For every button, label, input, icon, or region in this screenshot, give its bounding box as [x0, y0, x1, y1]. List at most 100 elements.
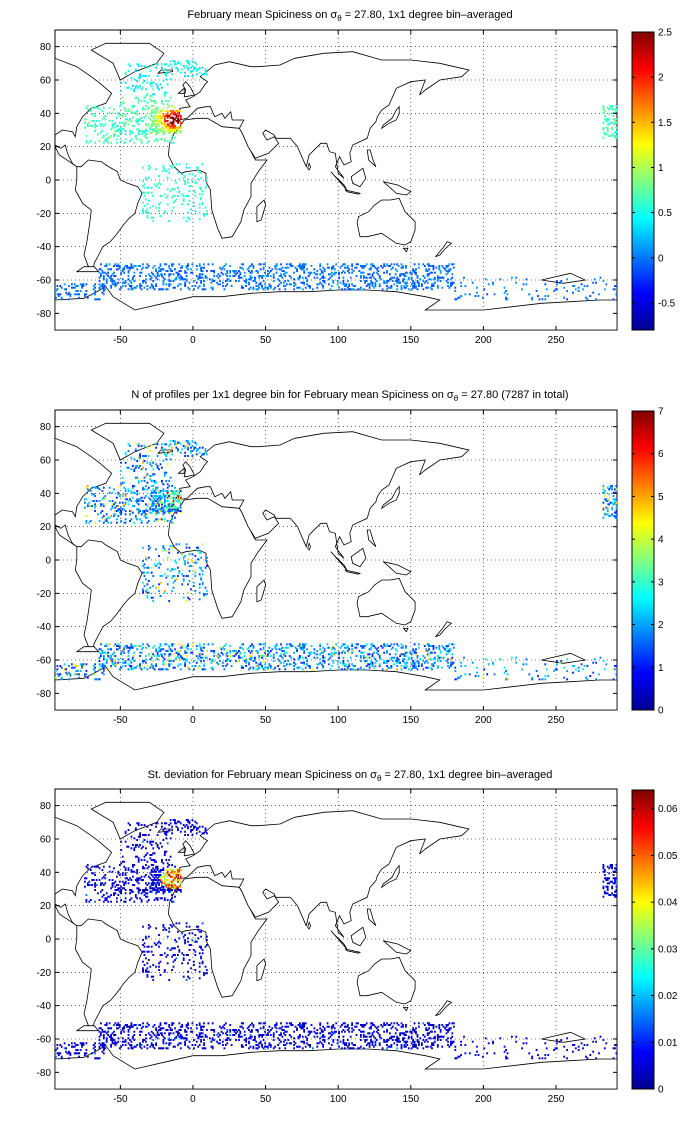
data-cell	[204, 451, 207, 454]
data-cell	[203, 663, 205, 666]
data-cell	[368, 665, 371, 668]
data-cell	[178, 558, 181, 561]
data-cell	[166, 520, 169, 523]
data-cell	[348, 663, 351, 666]
data-cell	[367, 653, 369, 656]
data-cell	[201, 270, 204, 273]
data-cell	[143, 575, 146, 578]
data-cell	[161, 110, 163, 113]
data-cell	[124, 897, 127, 900]
data-cell	[172, 586, 175, 589]
data-cell	[174, 441, 176, 444]
data-cell	[277, 285, 279, 288]
data-cell	[378, 663, 381, 666]
data-cell	[168, 450, 171, 453]
data-cell	[114, 880, 117, 883]
data-cell	[169, 190, 172, 193]
data-cell	[195, 63, 198, 66]
data-cell	[81, 283, 83, 286]
data-cell	[181, 827, 184, 830]
data-cell	[155, 133, 157, 136]
data-cell	[187, 440, 189, 443]
data-cell	[174, 111, 176, 114]
data-cell	[162, 110, 165, 113]
data-cell	[124, 71, 127, 74]
data-cell	[101, 869, 104, 872]
data-cell	[114, 283, 117, 286]
data-cell	[281, 656, 284, 659]
data-cell	[293, 665, 295, 668]
data-cell	[166, 583, 169, 586]
data-cell	[145, 468, 147, 471]
data-cell	[159, 183, 162, 186]
data-cell	[153, 852, 156, 855]
data-cell	[285, 646, 288, 649]
data-cell	[201, 190, 204, 193]
data-cell	[137, 131, 140, 134]
data-cell	[158, 116, 160, 119]
data-cell	[268, 266, 271, 269]
data-cell	[145, 882, 147, 885]
data-cell	[88, 884, 91, 887]
data-cell	[142, 546, 144, 549]
data-cell	[149, 885, 152, 888]
data-cell	[213, 271, 216, 274]
data-cell	[91, 500, 94, 503]
data-cell	[267, 666, 269, 669]
data-cell	[118, 105, 121, 108]
data-cell	[171, 882, 173, 885]
data-cell	[84, 295, 86, 298]
data-cell	[229, 645, 232, 648]
data-cell	[391, 276, 394, 279]
coastline	[75, 646, 100, 653]
data-cell	[563, 286, 566, 289]
data-cell	[429, 286, 432, 289]
data-cell	[612, 668, 615, 671]
data-cell	[451, 661, 454, 664]
data-cell	[110, 285, 112, 288]
data-cell	[436, 660, 439, 663]
data-cell	[309, 666, 311, 669]
data-cell	[102, 286, 105, 289]
data-cell	[110, 665, 112, 668]
data-cell	[150, 840, 153, 843]
data-cell	[188, 932, 191, 935]
data-cell	[239, 651, 242, 654]
colorbar-tick-label: 3	[658, 577, 664, 588]
data-cell	[413, 643, 416, 646]
coastline	[182, 840, 196, 857]
data-cell	[91, 120, 94, 123]
data-cell	[278, 288, 281, 291]
data-cell	[203, 283, 205, 286]
data-cell	[152, 847, 155, 850]
data-cell	[142, 210, 144, 213]
data-cell	[124, 880, 127, 883]
data-cell	[284, 660, 287, 663]
data-cell	[133, 849, 136, 852]
data-cell	[159, 645, 162, 648]
data-cell	[159, 879, 162, 882]
data-cell	[146, 895, 149, 898]
data-cell	[152, 205, 155, 208]
data-cell	[191, 643, 194, 646]
data-cell	[410, 651, 413, 654]
data-cell	[163, 653, 166, 656]
data-cell	[230, 285, 233, 288]
data-cell	[142, 845, 144, 848]
data-cell	[278, 655, 281, 658]
data-cell	[272, 653, 275, 656]
data-cell	[191, 65, 194, 68]
data-cell	[150, 491, 153, 494]
data-cell	[450, 663, 452, 666]
data-cell	[153, 889, 156, 892]
data-cell	[198, 825, 201, 828]
data-cell	[166, 650, 169, 653]
data-cell	[439, 270, 442, 273]
data-cell	[102, 283, 105, 286]
data-cell	[301, 646, 304, 649]
data-cell	[235, 650, 237, 653]
data-cell	[113, 488, 115, 491]
data-cell	[545, 288, 548, 291]
data-cell	[123, 505, 126, 508]
data-cell	[123, 508, 126, 511]
